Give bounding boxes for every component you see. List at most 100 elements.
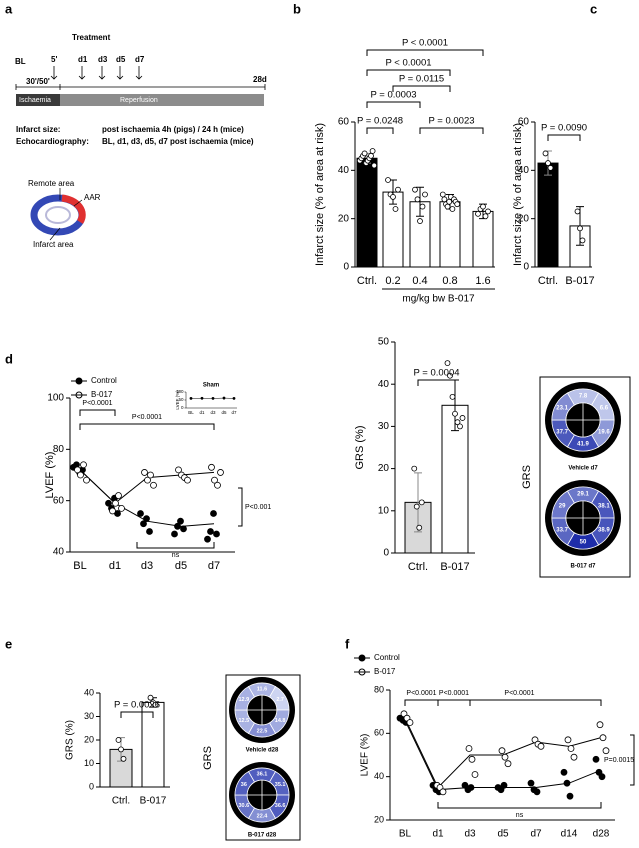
y-axis-label: LVEF (%) xyxy=(44,452,56,499)
y-tick-label: 40 xyxy=(53,547,65,558)
data-point xyxy=(440,192,445,197)
y-tick-label: 0 xyxy=(181,405,184,410)
data-point xyxy=(414,504,419,509)
segment-value: 36 xyxy=(241,782,247,788)
group-label: GRS xyxy=(521,465,533,489)
x-tick-label: d7 xyxy=(231,410,237,415)
segment-value: 7.8 xyxy=(579,393,588,399)
data-point xyxy=(466,746,472,752)
data-point xyxy=(418,219,423,224)
data-point xyxy=(113,500,119,506)
x-tick-label: d3 xyxy=(141,560,153,572)
x-tick-label: d1 xyxy=(432,829,444,840)
y-tick-label: 10 xyxy=(84,758,94,768)
data-point xyxy=(110,508,116,514)
y-axis-label: LVEF (%) xyxy=(360,734,371,777)
data-point xyxy=(138,511,144,517)
note-text: post ischaemia 4h (pigs) / 24 h (mice) xyxy=(102,125,244,134)
segment-value: 33.7 xyxy=(556,528,568,534)
data-point xyxy=(419,500,424,505)
time-label: d7 xyxy=(135,55,145,64)
data-point xyxy=(603,748,609,754)
map-title: B-017 d7 xyxy=(570,564,596,570)
y-tick-label: 30 xyxy=(378,421,390,432)
data-point xyxy=(178,518,184,524)
p-value: P = 0.0090 xyxy=(541,123,587,134)
data-point xyxy=(119,505,125,511)
y-axis-label: LVEF (%) xyxy=(175,390,180,410)
legend-label: B-017 xyxy=(374,667,396,676)
data-point xyxy=(218,469,224,475)
time-label: d1 xyxy=(78,55,88,64)
data-point xyxy=(575,209,580,214)
data-point xyxy=(407,720,413,726)
data-point xyxy=(458,424,463,429)
time-label: 5' xyxy=(51,55,57,64)
arrows xyxy=(16,66,265,90)
data-point xyxy=(201,397,203,399)
data-point xyxy=(211,511,217,517)
data-point xyxy=(370,149,375,154)
data-point xyxy=(597,722,603,728)
data-point xyxy=(396,187,401,192)
segment-value: 29.1 xyxy=(577,491,589,497)
data-point xyxy=(580,238,585,243)
data-point xyxy=(469,756,475,762)
bracket xyxy=(438,700,470,706)
data-point xyxy=(84,477,90,483)
x-tick-label: Ctrl. xyxy=(538,275,558,287)
x-tick-label: d5 xyxy=(175,560,187,572)
data-point xyxy=(420,204,425,209)
data-point xyxy=(142,469,148,475)
inset-title: Sham xyxy=(203,383,219,389)
panel-label: c xyxy=(590,1,597,16)
bracket xyxy=(238,488,242,526)
p-value: P = 0.0023 xyxy=(428,116,474,127)
x-tick-label: 0.8 xyxy=(442,275,457,287)
segment-value: 29 xyxy=(559,504,566,510)
duration-label: 30'/50' xyxy=(26,77,50,86)
y-axis-label: GRS (%) xyxy=(354,426,366,470)
data-point xyxy=(413,187,418,192)
segment-value: 38.1 xyxy=(598,504,610,510)
data-point xyxy=(499,748,505,754)
segment-value: 41.9 xyxy=(577,442,589,448)
y-tick-label: 30 xyxy=(84,711,94,721)
y-tick-label: 60 xyxy=(338,117,350,128)
bracket xyxy=(367,50,483,56)
bracket xyxy=(367,128,393,134)
x-tick-label: d5 xyxy=(221,410,227,415)
x-tick-label: d1 xyxy=(199,410,205,415)
area-label: Infarct area xyxy=(33,240,74,249)
panel-label: a xyxy=(5,1,13,16)
data-point xyxy=(502,754,508,760)
segment-value: 6.6 xyxy=(600,406,609,412)
bracket xyxy=(137,542,214,548)
bracket xyxy=(418,380,455,386)
data-point xyxy=(412,466,417,471)
x-tick-label: Ctrl. xyxy=(357,275,377,287)
y-tick-label: 10 xyxy=(378,505,390,516)
bracket xyxy=(367,102,420,108)
data-point xyxy=(372,163,377,168)
area-label: Remote area xyxy=(28,179,75,188)
data-point xyxy=(185,477,191,483)
data-point xyxy=(447,199,452,204)
data-point xyxy=(468,785,474,791)
x-tick-label: B-017 xyxy=(140,796,167,807)
p-value: ns xyxy=(516,812,524,819)
bar xyxy=(538,163,558,267)
bracket xyxy=(420,128,483,134)
p-value: P = 0.0004 xyxy=(413,368,459,379)
y-tick-label: 40 xyxy=(374,771,384,781)
map-title: Vehicle d28 xyxy=(246,748,279,754)
segment-value: 22.4 xyxy=(257,813,269,819)
time-label: 28d xyxy=(253,75,267,84)
data-point xyxy=(417,525,422,530)
note-label: Echocardiography: xyxy=(16,137,89,146)
p-value: P<0.0001 xyxy=(82,400,112,407)
map-title: B-017 d28 xyxy=(248,833,277,839)
p-value: P<0.0001 xyxy=(406,690,436,697)
p-value: P < 0.0001 xyxy=(402,38,448,49)
